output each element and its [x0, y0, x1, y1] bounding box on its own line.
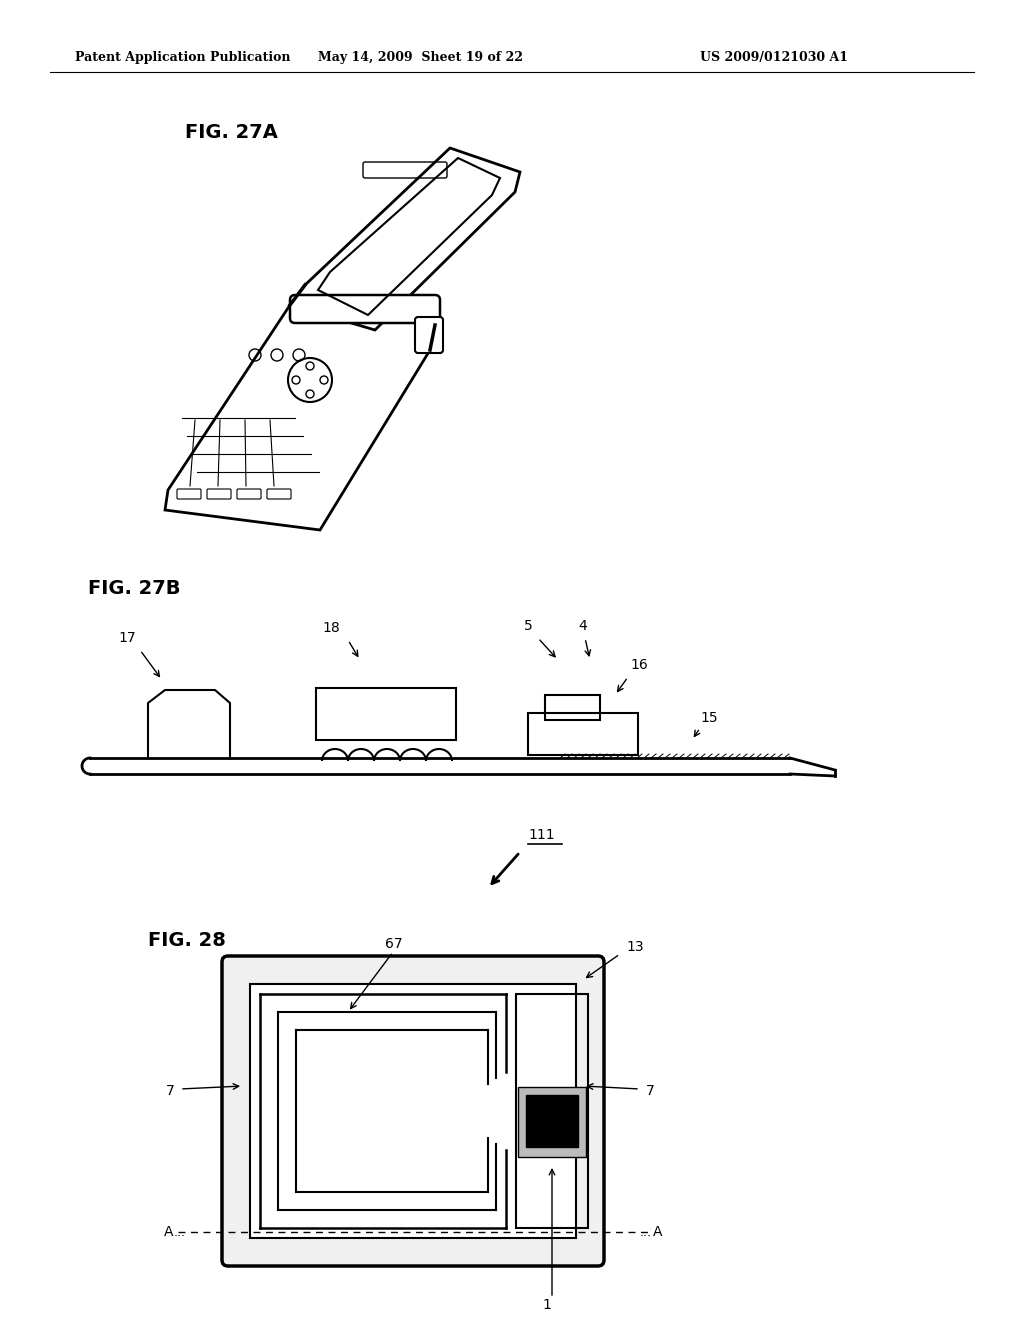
Text: ...: ... [174, 1225, 186, 1238]
Text: 7: 7 [646, 1084, 654, 1098]
Text: ...: ... [640, 1225, 652, 1238]
Text: A: A [164, 1225, 173, 1239]
Text: 1: 1 [543, 1298, 552, 1312]
Text: FIG. 28: FIG. 28 [148, 931, 226, 949]
Text: 13: 13 [626, 940, 644, 954]
Text: 15: 15 [700, 711, 718, 725]
Bar [516, 994, 588, 1228]
Bar [528, 713, 638, 755]
Text: 67: 67 [385, 937, 402, 950]
FancyBboxPatch shape [415, 317, 443, 352]
Text: FIG. 27B: FIG. 27B [88, 578, 180, 598]
Text: 4: 4 [578, 619, 587, 634]
Text: 16: 16 [630, 657, 648, 672]
Text: 111: 111 [528, 828, 555, 842]
Text: US 2009/0121030 A1: US 2009/0121030 A1 [700, 51, 848, 65]
Text: FIG. 27A: FIG. 27A [185, 123, 278, 141]
Bar [518, 1086, 586, 1158]
Text: 17: 17 [118, 631, 135, 645]
Bar [545, 696, 600, 719]
Bar [526, 1096, 578, 1147]
Text: Patent Application Publication: Patent Application Publication [75, 51, 291, 65]
Text: A: A [653, 1225, 663, 1239]
Bar [316, 688, 456, 741]
Text: 5: 5 [524, 619, 532, 634]
Text: 7: 7 [166, 1084, 175, 1098]
FancyBboxPatch shape [290, 294, 440, 323]
Text: May 14, 2009  Sheet 19 of 22: May 14, 2009 Sheet 19 of 22 [317, 51, 522, 65]
FancyBboxPatch shape [222, 956, 604, 1266]
Bar [250, 983, 575, 1238]
Text: 18: 18 [322, 620, 340, 635]
